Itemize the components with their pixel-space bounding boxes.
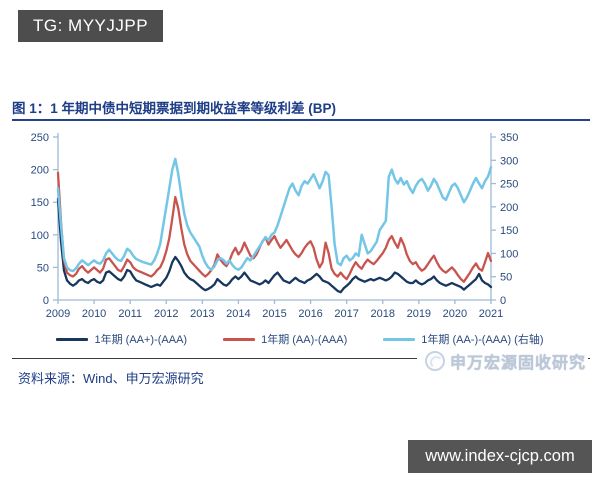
spread-line-chart: 0 50 100 150 200 250 0 50 100 150 200 250 300 350 2009… [31, 132, 519, 320]
left-axis-tick-label: 150 [31, 197, 49, 209]
tg-badge-text: TG: MYYJJPP [33, 16, 149, 35]
source-text: 资料来源：Wind、申万宏源研究 [18, 371, 204, 386]
source-divider [12, 358, 590, 359]
left-axis-tick-label: 200 [31, 165, 49, 177]
watermark: 申万宏源固收研究 [416, 346, 588, 376]
right-axis-tick-label: 150 [500, 225, 518, 237]
chart-legend: 1年期 (AA+)-(AAA) 1年期 (AA)-(AAA) 1年期 (AA-)-(… [0, 331, 600, 347]
legend-item-1: 1年期 (AA)-(AAA) [223, 331, 347, 347]
x-axis-tick-label: 2016 [298, 308, 322, 320]
left-axis-tick-label: 0 [43, 295, 49, 307]
right-axis-tick-label: 50 [500, 272, 512, 284]
legend-swatch-2 [383, 337, 416, 341]
right-axis-tick-label: 200 [500, 202, 518, 214]
footer-url-text[interactable]: www.index-cjcp.com [425, 447, 575, 465]
x-axis-tick-label: 2009 [46, 308, 70, 320]
x-axis-tick-label: 2010 [82, 308, 106, 320]
left-axis-tick-label: 100 [31, 230, 49, 242]
left-axis-tick-label: 50 [37, 262, 49, 274]
legend-label-1: 1年期 (AA)-(AAA) [261, 334, 348, 346]
series-line-0 [56, 197, 493, 294]
x-axis-tick-label: 2012 [154, 308, 178, 320]
x-axis-tick-label: 2020 [443, 308, 467, 320]
x-axis-tick-label: 2017 [334, 308, 358, 320]
title-underline [12, 119, 590, 121]
right-axis-tick-label: 300 [500, 155, 518, 167]
x-axis-tick-label: 2014 [226, 308, 250, 320]
legend-item-0: 1年期 (AA+)-(AAA) [56, 331, 187, 347]
series-line-1 [56, 171, 493, 283]
x-axis-tick-label: 2011 [118, 308, 142, 320]
legend-swatch-0 [56, 337, 89, 341]
left-axis-tick-label: 250 [31, 132, 49, 144]
footer-url-bar: www.index-cjcp.com [408, 440, 592, 473]
x-axis-tick-label: 2015 [262, 308, 286, 320]
right-axis-tick-label: 0 [500, 295, 506, 307]
watermark-logo-icon [424, 351, 445, 371]
legend-label-0: 1年期 (AA+)-(AAA) [94, 334, 188, 346]
legend-swatch-1 [223, 337, 256, 341]
x-axis-tick-label: 2019 [407, 308, 431, 320]
x-axis-tick-label: 2021 [479, 308, 503, 320]
watermark-text: 申万宏源固收研究 [449, 355, 586, 372]
figure-title: 图 1：1 年期中债中短期票据到期收益率等级利差 (BP) [12, 101, 337, 116]
right-axis-tick-label: 250 [500, 179, 518, 191]
legend-label-2: 1年期 (AA-)-(AAA) (右轴) [421, 334, 544, 346]
x-axis-tick-label: 2013 [190, 308, 214, 320]
right-axis-tick-label: 350 [500, 132, 518, 144]
right-axis-tick-label: 100 [500, 248, 518, 260]
tg-badge: TG: MYYJJPP [18, 10, 164, 42]
x-axis-tick-label: 2018 [371, 308, 395, 320]
legend-item-2: 1年期 (AA-)-(AAA) (右轴) [383, 331, 544, 347]
series-line-2 [56, 157, 493, 273]
